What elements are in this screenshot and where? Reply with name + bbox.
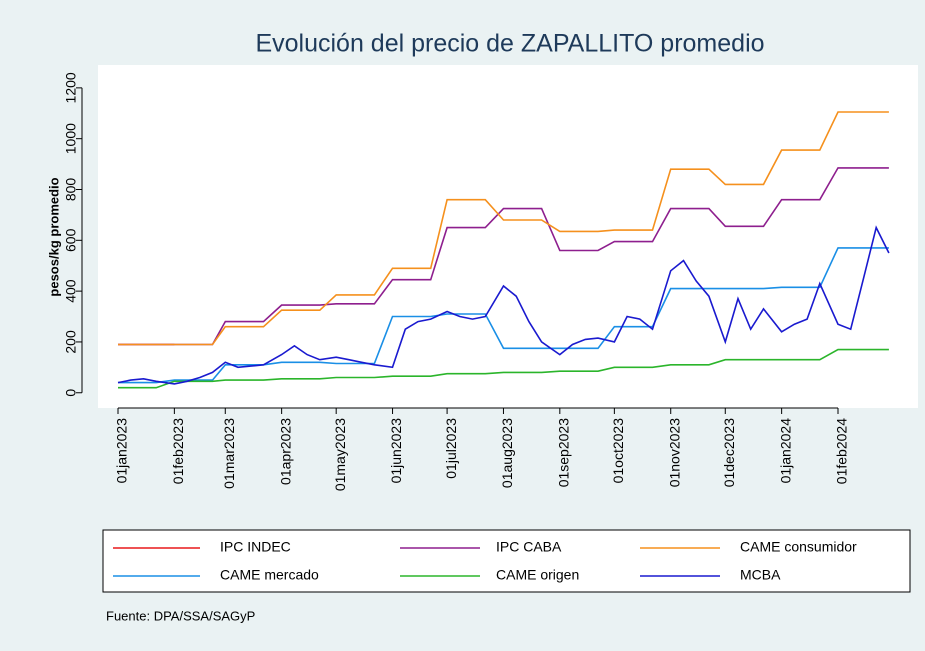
x-tick-label: 01oct2023 bbox=[610, 418, 626, 484]
series-line bbox=[118, 111, 889, 346]
y-tick-label: 600 bbox=[63, 228, 79, 252]
series-line bbox=[118, 247, 889, 384]
x-tick-label: 01apr2023 bbox=[277, 418, 293, 485]
y-tick-label: 0 bbox=[63, 389, 79, 397]
x-tick-label: 01sep2023 bbox=[556, 418, 572, 488]
x-tick-label: 01feb2024 bbox=[834, 418, 850, 484]
legend-label: CAME origen bbox=[496, 567, 579, 583]
y-axis-label: pesos/kg promedio bbox=[46, 177, 61, 296]
legend-label: CAME consumidor bbox=[740, 539, 857, 555]
legend-label: IPC CABA bbox=[496, 539, 562, 555]
series-line bbox=[118, 348, 889, 389]
x-tick-label: 01may2023 bbox=[332, 418, 348, 491]
source-note: Fuente: DPA/SSA/SAGyP bbox=[106, 608, 255, 623]
y-tick-label: 800 bbox=[63, 178, 79, 202]
x-tick-label: 01jan2023 bbox=[114, 418, 130, 484]
x-tick-label: 01mar2023 bbox=[221, 418, 237, 489]
plot-area bbox=[98, 65, 918, 408]
x-tick-label: 01dec2023 bbox=[721, 418, 737, 488]
chart-title: Evolución del precio de ZAPALLITO promed… bbox=[255, 30, 764, 58]
y-tick-label: 200 bbox=[63, 330, 79, 354]
legend-label: CAME mercado bbox=[220, 567, 319, 583]
legend bbox=[102, 529, 911, 593]
y-tick-label: 1200 bbox=[63, 72, 79, 103]
x-tick-label: 01nov2023 bbox=[666, 418, 682, 488]
x-tick-label: 01jan2024 bbox=[777, 418, 793, 484]
y-tick-label: 400 bbox=[63, 279, 79, 303]
x-tick-label: 01jul2023 bbox=[443, 418, 459, 479]
x-tick-label: 01aug2023 bbox=[499, 418, 515, 488]
y-tick-label: 1000 bbox=[63, 123, 79, 154]
legend-label: MCBA bbox=[740, 567, 781, 583]
series-line bbox=[118, 167, 889, 346]
x-tick-label: 01jun2023 bbox=[388, 418, 404, 484]
x-tick-label: 01feb2023 bbox=[170, 418, 186, 484]
legend-label: IPC INDEC bbox=[220, 539, 291, 555]
series-line bbox=[117, 225, 890, 385]
